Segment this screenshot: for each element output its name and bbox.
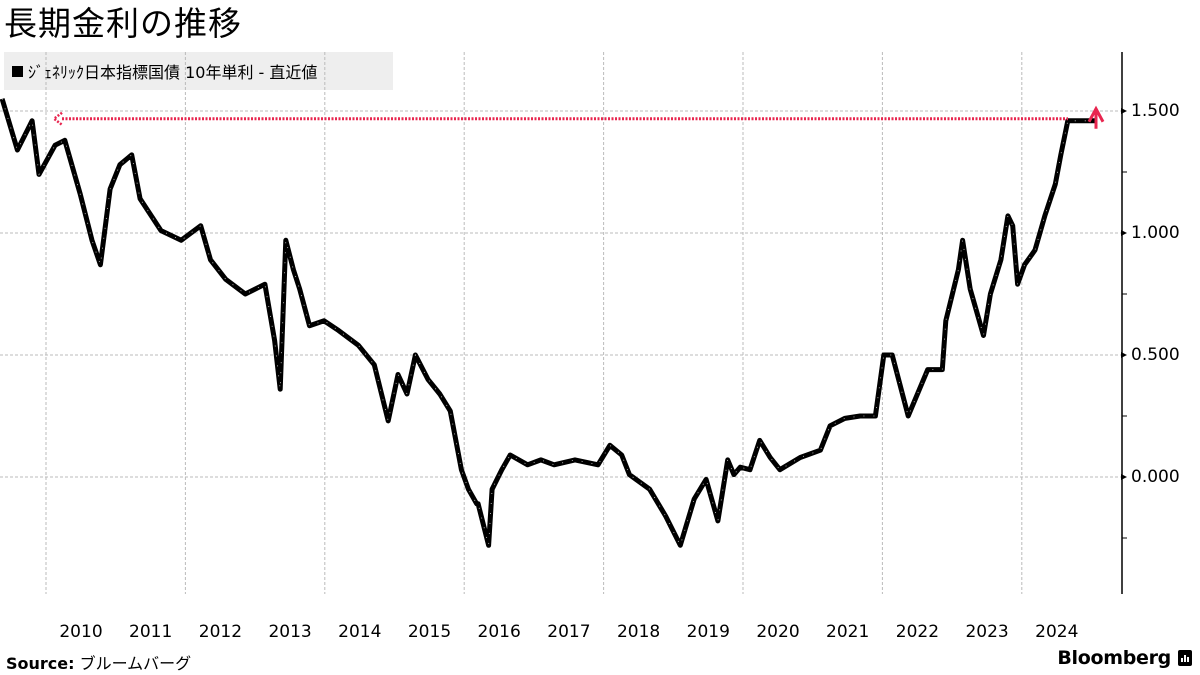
- yield-series: [0, 98, 1097, 548]
- brand-name: Bloomberg: [1057, 647, 1171, 669]
- left-arrow-icon: [51, 111, 63, 126]
- annotations: [51, 105, 1105, 129]
- source-label: Source:: [6, 654, 75, 673]
- y-axis: [1121, 52, 1127, 594]
- x-tick-label: 2012: [198, 622, 243, 642]
- y-tick: [1121, 108, 1127, 114]
- gridlines: [0, 52, 1122, 594]
- bloomberg-logo-icon: [1178, 650, 1192, 666]
- x-axis-labels: 2010 2011 2012 2013 2014 2015 2016 2017 2018 2019…: [0, 622, 1200, 646]
- yield-line: [0, 98, 1097, 548]
- candle-texture: [1, 98, 1097, 547]
- x-tick-label: 2017: [547, 622, 591, 642]
- legend: ｼﾞｪﾈﾘｯｸ日本指標国債 10年単利 - 直近値: [4, 52, 393, 90]
- y-tick: [1121, 352, 1127, 358]
- x-tick-label: 2020: [756, 622, 800, 642]
- up-arrow-icon: [1087, 105, 1105, 129]
- x-tick-label: 2013: [268, 622, 312, 642]
- chart-title: 長期金利の推移: [4, 4, 242, 43]
- x-tick-label: 2016: [477, 622, 521, 642]
- bloomberg-brand: Bloomberg: [1057, 647, 1192, 669]
- x-tick-label: 2015: [407, 622, 452, 642]
- x-tick-label: 2023: [965, 622, 1009, 642]
- x-tick-label: 2021: [826, 622, 870, 642]
- y-tick-label: 1.000: [1131, 223, 1180, 243]
- y-tick-label: 0.000: [1131, 467, 1180, 487]
- x-tick-label: 2022: [895, 622, 940, 642]
- source-note: Source: ブルームバーグ: [6, 650, 191, 674]
- legend-square-icon: [12, 65, 23, 77]
- x-tick-label: 2019: [686, 622, 730, 642]
- y-tick-label: 0.500: [1131, 345, 1180, 365]
- x-tick-label: 2010: [59, 622, 103, 642]
- x-tick-label: 2018: [616, 622, 661, 642]
- x-tick-label: 2024: [1035, 622, 1079, 642]
- y-tick: [1121, 474, 1127, 480]
- y-tick-label: 1.500: [1131, 101, 1180, 121]
- x-tick-label: 2011: [129, 622, 173, 642]
- legend-label: ｼﾞｪﾈﾘｯｸ日本指標国債 10年単利 - 直近値: [28, 63, 318, 82]
- source-value: ブルームバーグ: [79, 654, 192, 673]
- y-tick: [1121, 230, 1127, 236]
- x-tick-label: 2014: [338, 622, 382, 642]
